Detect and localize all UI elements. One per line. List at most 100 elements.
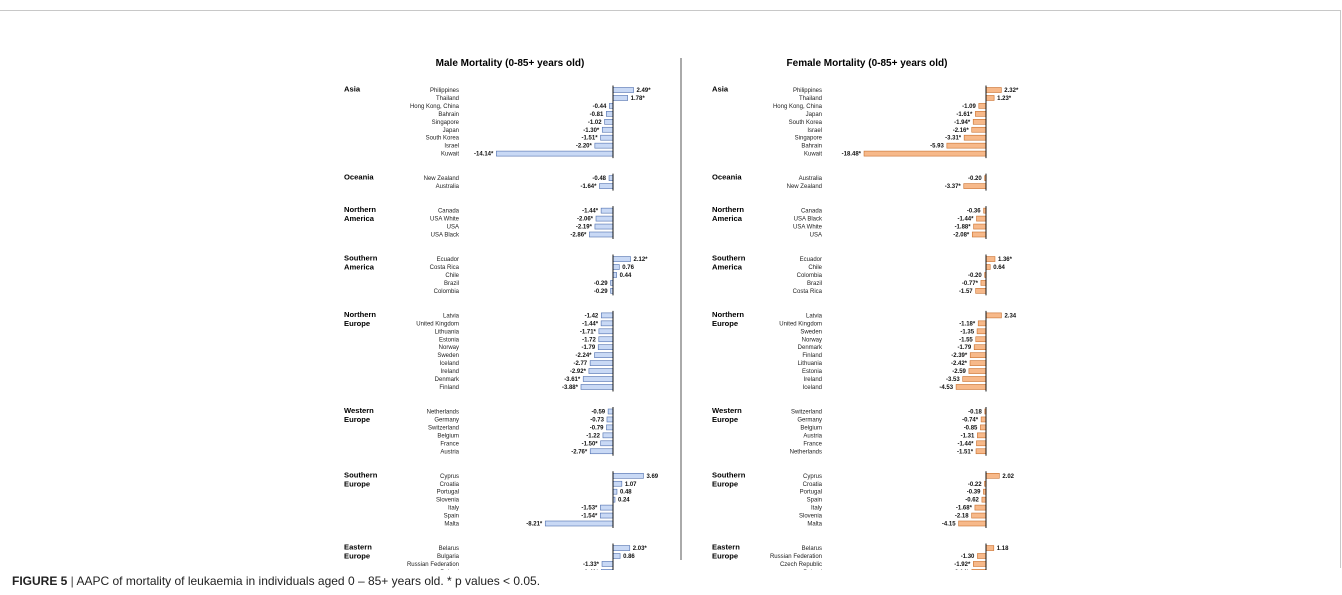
male-bar [612, 553, 621, 559]
female-value-label: -1.44* [957, 441, 974, 447]
female-value-label: -1.18* [959, 321, 976, 327]
female-country-label: Slovenia [799, 514, 823, 520]
male-value-label: -3.61* [564, 377, 581, 383]
female-value-label: -5.93 [930, 144, 944, 150]
male-value-label: 3.69 [646, 474, 658, 480]
female-bar [985, 95, 995, 101]
female-region-label: Europe [712, 479, 738, 488]
male-country-label: Bahrain [438, 112, 459, 118]
female-bar [969, 360, 987, 366]
male-bar [612, 95, 628, 101]
male-country-label: Singapore [432, 120, 460, 126]
female-country-label: Singapore [795, 136, 823, 142]
male-value-label: -2.20* [576, 144, 593, 150]
female-region-label: Europe [712, 552, 738, 561]
male-country-label: Ireland [441, 369, 459, 375]
female-country-label: Belgium [800, 425, 822, 431]
female-country-label: Austria [803, 433, 822, 439]
male-region-label: America [344, 263, 375, 272]
male-bar [600, 134, 614, 141]
female-value-label: -0.74* [962, 417, 979, 423]
female-bar [974, 504, 987, 511]
male-country-label: Sweden [437, 353, 459, 359]
male-value-label: 0.76 [622, 265, 634, 271]
female-country-label: Malta [807, 522, 822, 528]
male-region-label: Northern [344, 205, 376, 214]
male-country-label: Bulgaria [437, 554, 460, 560]
male-region-label: Europe [344, 415, 370, 424]
male-bar [580, 384, 614, 390]
female-value-label: -4.15 [942, 522, 956, 528]
female-country-label: Ireland [804, 377, 822, 383]
male-value-label: -2.86* [570, 233, 587, 239]
female-region-label: Northern [712, 310, 744, 319]
female-bar [955, 384, 987, 390]
female-value-label: -4.53 [939, 385, 953, 391]
female-bar [976, 328, 987, 335]
female-bar [978, 103, 987, 109]
male-bar [600, 312, 614, 319]
female-value-label: -2.39* [951, 353, 968, 359]
female-country-label: Denmark [798, 345, 823, 351]
male-value-label: 2.49* [637, 88, 652, 94]
male-country-label: Philippines [430, 88, 459, 94]
female-country-label: Philippines [793, 88, 822, 94]
female-bar [985, 87, 1002, 93]
male-country-label: Kuwait [441, 152, 459, 158]
male-bar [600, 504, 614, 511]
female-bar [975, 336, 987, 343]
male-country-label: Estonia [439, 337, 460, 343]
male-value-label: -3.88* [562, 385, 579, 391]
male-region-label: Northern [344, 310, 376, 319]
male-country-label: Canada [438, 209, 460, 215]
male-country-label: Netherlands [427, 410, 459, 416]
male-bar [599, 183, 614, 189]
female-region-label: Eastern [712, 543, 740, 552]
female-bar [980, 280, 987, 286]
female-country-label: Israel [807, 128, 822, 134]
male-country-label: Australia [436, 184, 460, 190]
male-value-label: -2.77 [573, 361, 587, 367]
female-country-label: Sweden [800, 329, 822, 335]
female-value-label: -1.68* [956, 506, 973, 512]
male-bar [601, 126, 614, 133]
female-country-label: Russian Federation [770, 554, 822, 560]
male-bar [601, 561, 614, 567]
female-value-label: 1.23* [997, 96, 1012, 102]
female-region-label: Europe [712, 415, 738, 424]
female-country-label: Latvia [806, 313, 823, 319]
male-bar [496, 150, 614, 157]
female-bar [958, 520, 987, 527]
male-bar [602, 432, 614, 439]
caption-text: AAPC of mortality of leukaemia in indivi… [76, 574, 541, 588]
female-bar [976, 215, 987, 222]
female-country-label: Thailand [799, 96, 822, 102]
male-bar [612, 272, 617, 278]
male-bar [612, 264, 620, 270]
male-value-label: 1.07 [625, 482, 637, 488]
female-region-label: Western [712, 406, 742, 415]
male-region-label: Asia [344, 85, 361, 94]
female-country-label: USA Black [794, 217, 823, 223]
male-region-label: Eastern [344, 543, 372, 552]
female-value-label: -0.85 [964, 425, 978, 431]
male-value-label: -0.29 [594, 289, 608, 295]
female-country-label: Ecuador [800, 257, 822, 263]
female-country-label: Croatia [803, 482, 823, 488]
male-value-label: 0.86 [623, 554, 635, 560]
male-country-label: Thailand [436, 96, 459, 102]
female-country-label: Netherlands [790, 449, 822, 455]
male-country-label: South Korea [426, 136, 460, 142]
male-region-label: Southern [344, 254, 378, 263]
female-value-label: -1.79 [957, 345, 971, 351]
male-value-label: -0.73 [590, 417, 604, 423]
male-value-label: 2.12* [633, 257, 648, 263]
female-value-label: -0.62 [965, 498, 979, 504]
male-country-label: Ecuador [437, 257, 459, 263]
female-value-label: 1.36* [998, 257, 1013, 263]
male-value-label: -2.19* [576, 225, 593, 231]
female-value-label: -2.42* [951, 361, 968, 367]
male-country-label: Colombia [434, 289, 460, 295]
male-bar [612, 480, 623, 487]
female-value-label: 2.34 [1004, 313, 1016, 319]
